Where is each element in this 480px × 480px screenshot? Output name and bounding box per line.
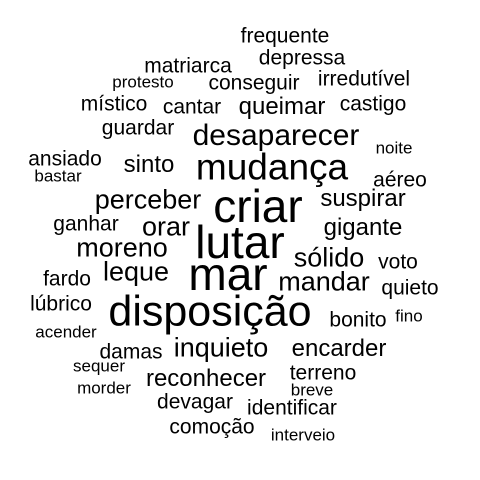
word-identificar: identificar (247, 396, 337, 420)
word-acender: acender (35, 322, 97, 342)
word-matriarca: matriarca (144, 54, 232, 78)
word-morder: morder (77, 378, 131, 398)
word-castigo: castigo (339, 92, 407, 116)
word-quieto: quieto (381, 276, 439, 300)
word-interveio: interveio (270, 425, 336, 445)
word-lutar: lutar (195, 216, 285, 268)
word-fardo: fardo (43, 267, 91, 291)
word-ganhar: ganhar (53, 212, 119, 236)
word-breve: breve (290, 380, 334, 400)
word-fino: fino (395, 306, 423, 326)
word-lubrico: lúbrico (30, 292, 92, 316)
word-leque: leque (102, 256, 170, 287)
word-cantar: cantar (162, 95, 222, 119)
word-sinto: sinto (123, 151, 175, 178)
word-protesto: protesto (112, 72, 174, 92)
word-sequer: sequer (73, 356, 125, 376)
word-conseguir: conseguir (208, 71, 300, 95)
word-desaparecer: desaparecer (192, 119, 360, 152)
word-queimar: queimar (238, 93, 326, 120)
word-reconhecer: reconhecer (145, 365, 267, 392)
word-irredutivel: irredutível (317, 67, 411, 91)
word-damas: damas (99, 340, 163, 364)
word-bastar: bastar (34, 166, 82, 186)
word-gigante: gigante (323, 214, 403, 241)
word-terreno: terreno (289, 361, 357, 385)
word-depressa: depressa (258, 46, 346, 70)
word-ansiado: ansiado (28, 147, 102, 171)
word-orar: orar (141, 211, 191, 242)
word-moreno: moreno (76, 232, 168, 263)
word-bonito: bonito (329, 308, 387, 332)
word-mar: mar (188, 248, 268, 300)
word-disposicao: disposição (108, 287, 312, 336)
word-frequente: frequente (240, 24, 330, 48)
word-voto: voto (378, 250, 418, 274)
word-perceber: perceber (94, 184, 202, 215)
word-mandar: mandar (278, 266, 370, 297)
word-suspirar: suspirar (320, 185, 406, 212)
word-criar: criar (213, 180, 303, 232)
word-comocao: comoção (169, 415, 255, 439)
word-aereo: aéreo (373, 168, 427, 192)
word-encarder: encarder (291, 335, 387, 362)
word-devagar: devagar (157, 390, 233, 414)
word-guardar: guardar (101, 116, 175, 140)
word-mistico: místico (80, 92, 148, 116)
word-mudanca: mudança (195, 146, 349, 188)
word-inquieto: inquieto (173, 332, 269, 363)
word-noite: noite (375, 138, 413, 158)
word-solido: sólido (293, 242, 365, 273)
